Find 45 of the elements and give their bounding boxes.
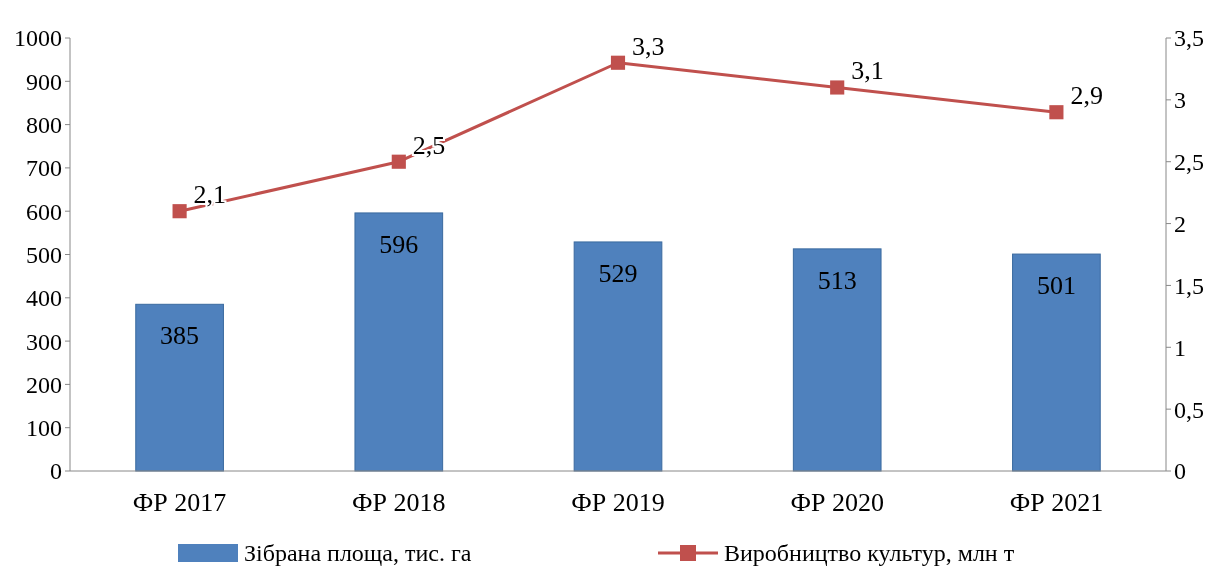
y-tick-label: 1000 (14, 25, 62, 52)
x-tick-label: ФР 2020 (790, 488, 884, 517)
data-label: 529 (598, 258, 638, 288)
x-tick-label: ФР 2021 (1009, 488, 1104, 517)
y2-tick-label: 3,5 (1174, 25, 1204, 52)
y-tick-label: 400 (26, 285, 62, 312)
y-tick-label: 700 (26, 155, 62, 182)
bar (573, 241, 663, 472)
data-label: 513 (817, 265, 857, 295)
point (610, 55, 626, 70)
y2-tick-label: 2 (1174, 210, 1186, 237)
bar (792, 248, 882, 472)
legend-label: Зібрана площа, тис. га (244, 540, 472, 567)
data-label: 2,9 (1070, 81, 1103, 111)
data-label: 385 (160, 321, 200, 351)
y2-tick-label: 0 (1174, 458, 1186, 485)
point (391, 154, 406, 169)
y-tick-label: 800 (26, 112, 62, 138)
y-tick-label: 200 (26, 371, 62, 398)
point (172, 204, 187, 219)
y2-tick-label: 1,5 (1174, 272, 1204, 299)
y-tick-label: 0 (50, 458, 62, 485)
y-tick-label: 500 (26, 241, 62, 268)
point (1049, 105, 1064, 120)
y-tick-label: 900 (26, 68, 62, 95)
point (830, 80, 845, 95)
bar (1012, 253, 1101, 472)
data-label: 2,1 (193, 180, 227, 210)
y2-tick-label: 2,5 (1174, 149, 1204, 176)
y2-tick-label: 1 (1174, 334, 1186, 361)
y-tick-label: 100 (26, 415, 62, 442)
data-label: 501 (1036, 271, 1076, 301)
data-label: 3,1 (851, 56, 884, 86)
x-tick-label: ФР 2018 (352, 488, 446, 517)
x-tick-label: ФР 2019 (571, 488, 665, 517)
data-label: 3,3 (632, 31, 665, 61)
y2-tick-label: 3 (1174, 87, 1186, 114)
bar (135, 303, 224, 472)
bar (354, 212, 444, 472)
data-label: 596 (379, 229, 419, 259)
y-tick-label: 300 (26, 328, 62, 355)
x-tick-label: ФР 2017 (132, 488, 227, 517)
y-tick-label: 600 (26, 198, 62, 225)
legend-label: Виробництво культур, млн т (724, 540, 1015, 567)
y2-tick-label: 0,5 (1174, 396, 1204, 423)
